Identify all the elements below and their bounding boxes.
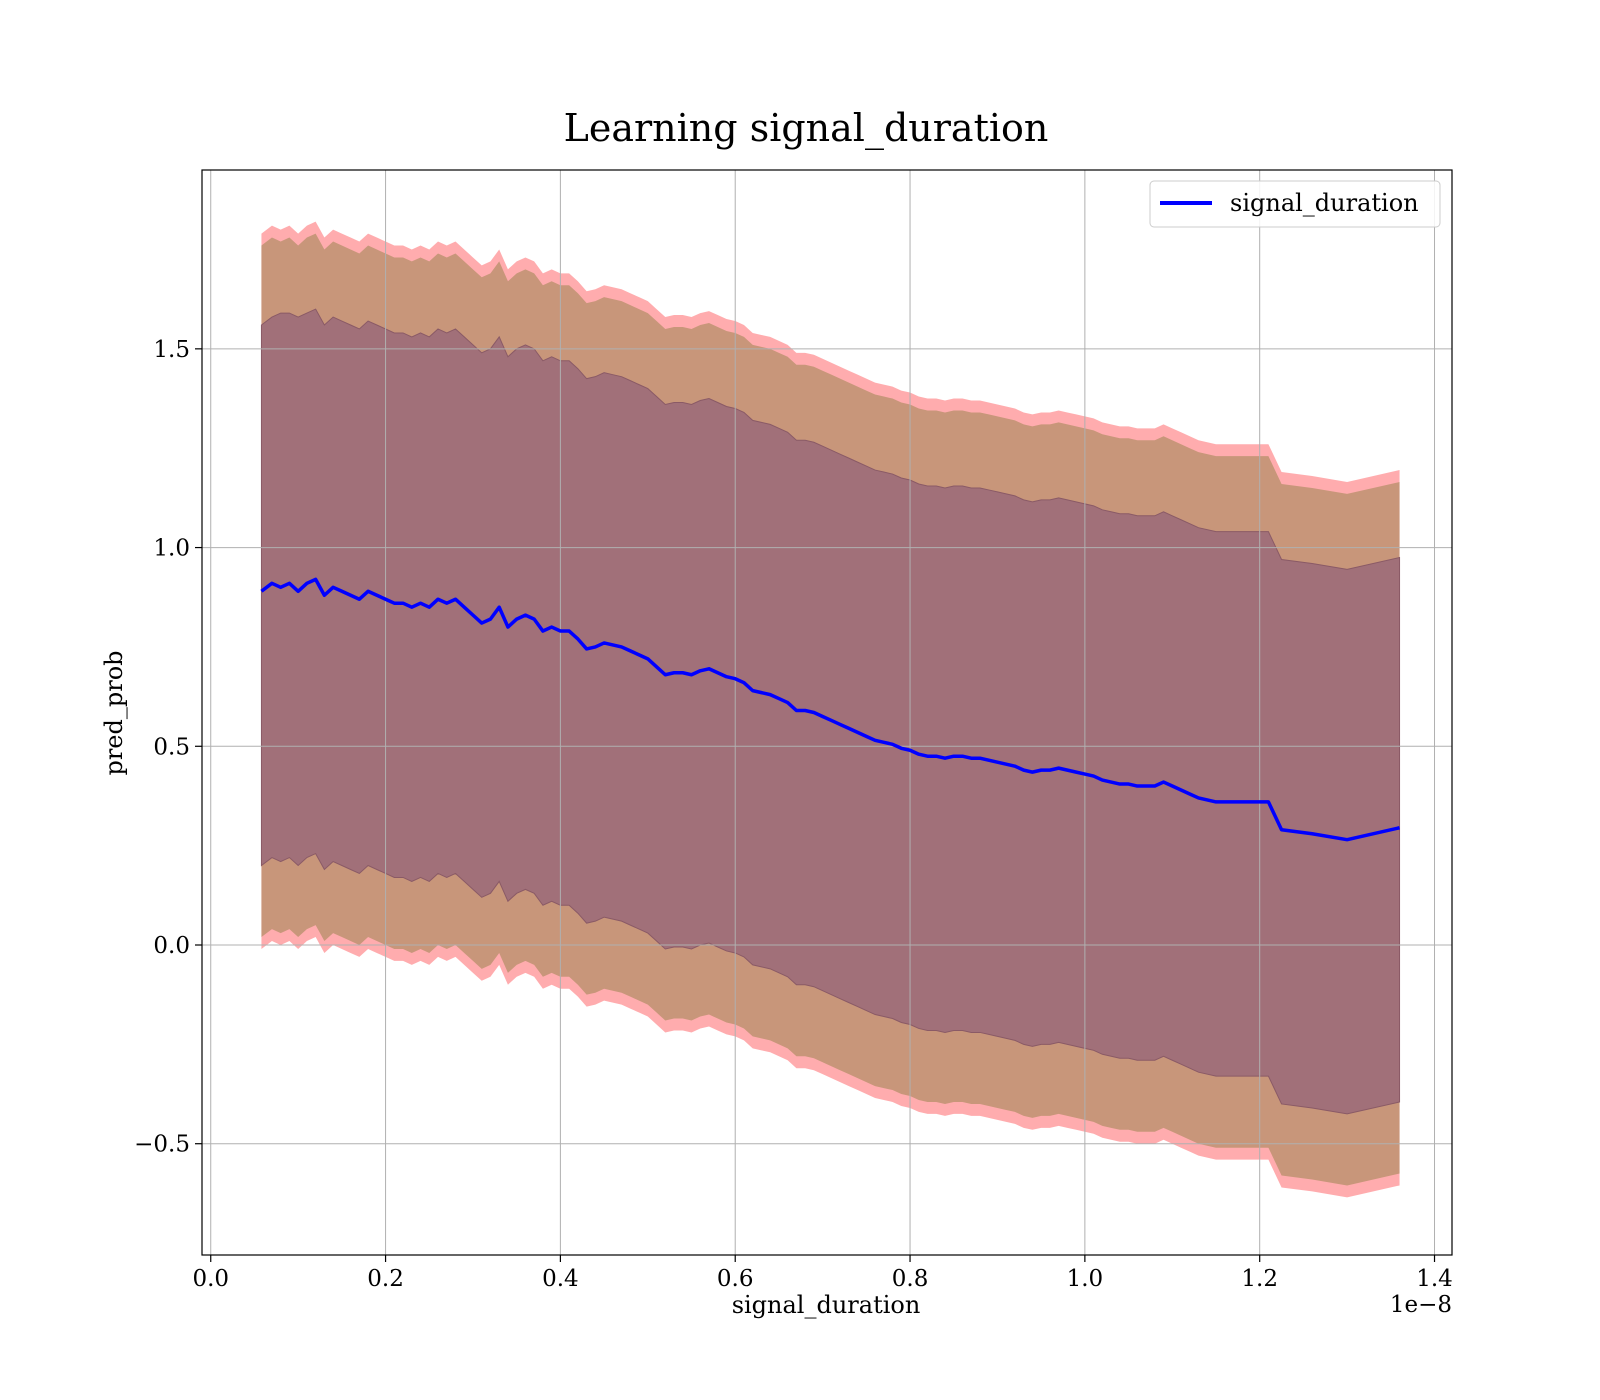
legend-label: signal_duration bbox=[1230, 189, 1419, 217]
y-tick-label-1: 0.0 bbox=[153, 933, 190, 959]
x-tick-label-7: 1.4 bbox=[1416, 1266, 1453, 1292]
band-inner bbox=[260, 308, 1401, 1115]
x-tick-label-4: 0.8 bbox=[892, 1266, 929, 1292]
series-line-signal-duration bbox=[260, 577, 1400, 842]
plot-area bbox=[201, 169, 1453, 1256]
x-offset-label: 1e−8 bbox=[1390, 1292, 1452, 1318]
plot-frame bbox=[201, 169, 1453, 1256]
grid bbox=[202, 170, 1452, 1255]
x-tick-label-5: 1.0 bbox=[1067, 1266, 1104, 1292]
y-tick-label-2: 0.5 bbox=[153, 734, 190, 760]
x-tick-label-6: 1.2 bbox=[1241, 1266, 1278, 1292]
legend-box bbox=[1149, 180, 1441, 228]
x-ticks: 0.0 0.2 0.4 0.6 0.8 1.0 1.2 1.4 bbox=[192, 1255, 1453, 1292]
y-axis-label: pred_prob bbox=[100, 650, 128, 775]
series-lines bbox=[260, 577, 1400, 842]
y-tick-label-0: −0.5 bbox=[134, 1132, 190, 1158]
x-tick-label-3: 0.6 bbox=[717, 1266, 754, 1292]
legend: signal_duration bbox=[1149, 180, 1441, 228]
y-tick-label-3: 1.0 bbox=[153, 536, 190, 562]
x-tick-label-1: 0.2 bbox=[367, 1266, 404, 1292]
x-tick-label-0: 0.0 bbox=[192, 1266, 229, 1292]
y-ticks: −0.5 0.0 0.5 1.0 1.5 bbox=[134, 337, 202, 1158]
x-axis-label: signal_duration bbox=[732, 1291, 921, 1319]
confidence-bands bbox=[260, 221, 1401, 1198]
y-tick-label-4: 1.5 bbox=[153, 337, 190, 363]
chart-title: Learning signal_duration bbox=[564, 106, 1049, 151]
x-tick-label-2: 0.4 bbox=[542, 1266, 579, 1292]
